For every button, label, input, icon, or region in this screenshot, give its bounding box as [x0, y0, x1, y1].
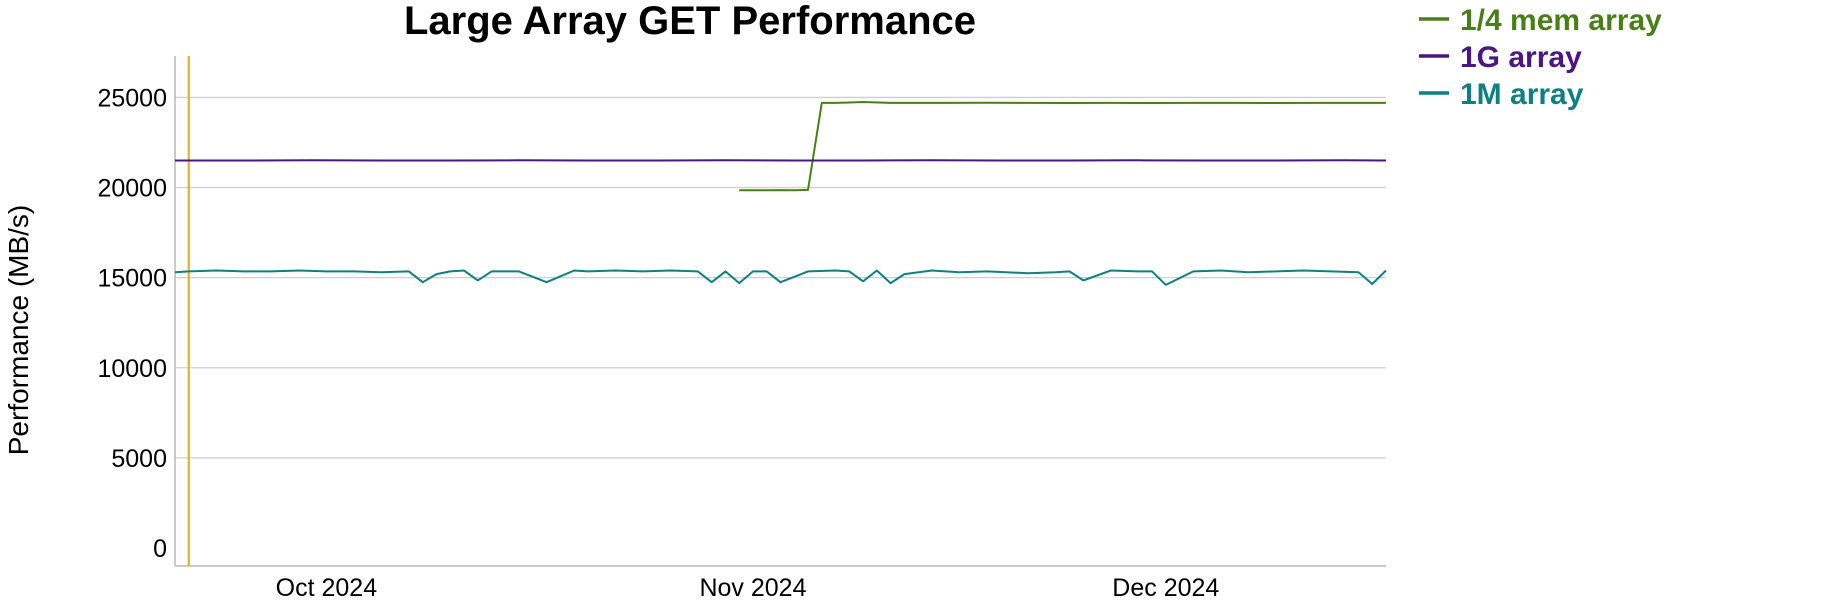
axes: [174, 56, 1386, 567]
y-tick-label: 10000: [97, 355, 167, 383]
y-tick-label: 25000: [97, 84, 167, 112]
series-lines: [174, 101, 1387, 286]
y-tick-label: 0: [153, 535, 167, 563]
y-tick-label: 20000: [97, 175, 167, 203]
legend: 1/4 mem array 1G array 1M array: [1419, 4, 1662, 111]
legend-label: 1M array: [1460, 78, 1584, 111]
y-axis-title: Performance (MB/s): [3, 205, 34, 456]
y-tick-label: 15000: [97, 265, 167, 293]
x-tick-label: Dec 2024: [1112, 574, 1219, 600]
chart-title: Large Array GET Performance: [404, 0, 976, 43]
x-tick-label: Nov 2024: [699, 574, 806, 600]
y-tick-labels: 0 5000 10000 15000 20000 25000: [97, 84, 167, 563]
series-line-2: [174, 269, 1387, 286]
x-tick-labels: Oct 2024 Nov 2024 Dec 2024: [276, 574, 1220, 600]
y-tick-label: 5000: [111, 445, 167, 473]
series-line-0: [739, 101, 1386, 192]
legend-label: 1/4 mem array: [1460, 4, 1662, 37]
x-tick-label: Oct 2024: [276, 574, 378, 600]
gridlines: [175, 96, 1386, 459]
legend-label: 1G array: [1460, 41, 1582, 74]
